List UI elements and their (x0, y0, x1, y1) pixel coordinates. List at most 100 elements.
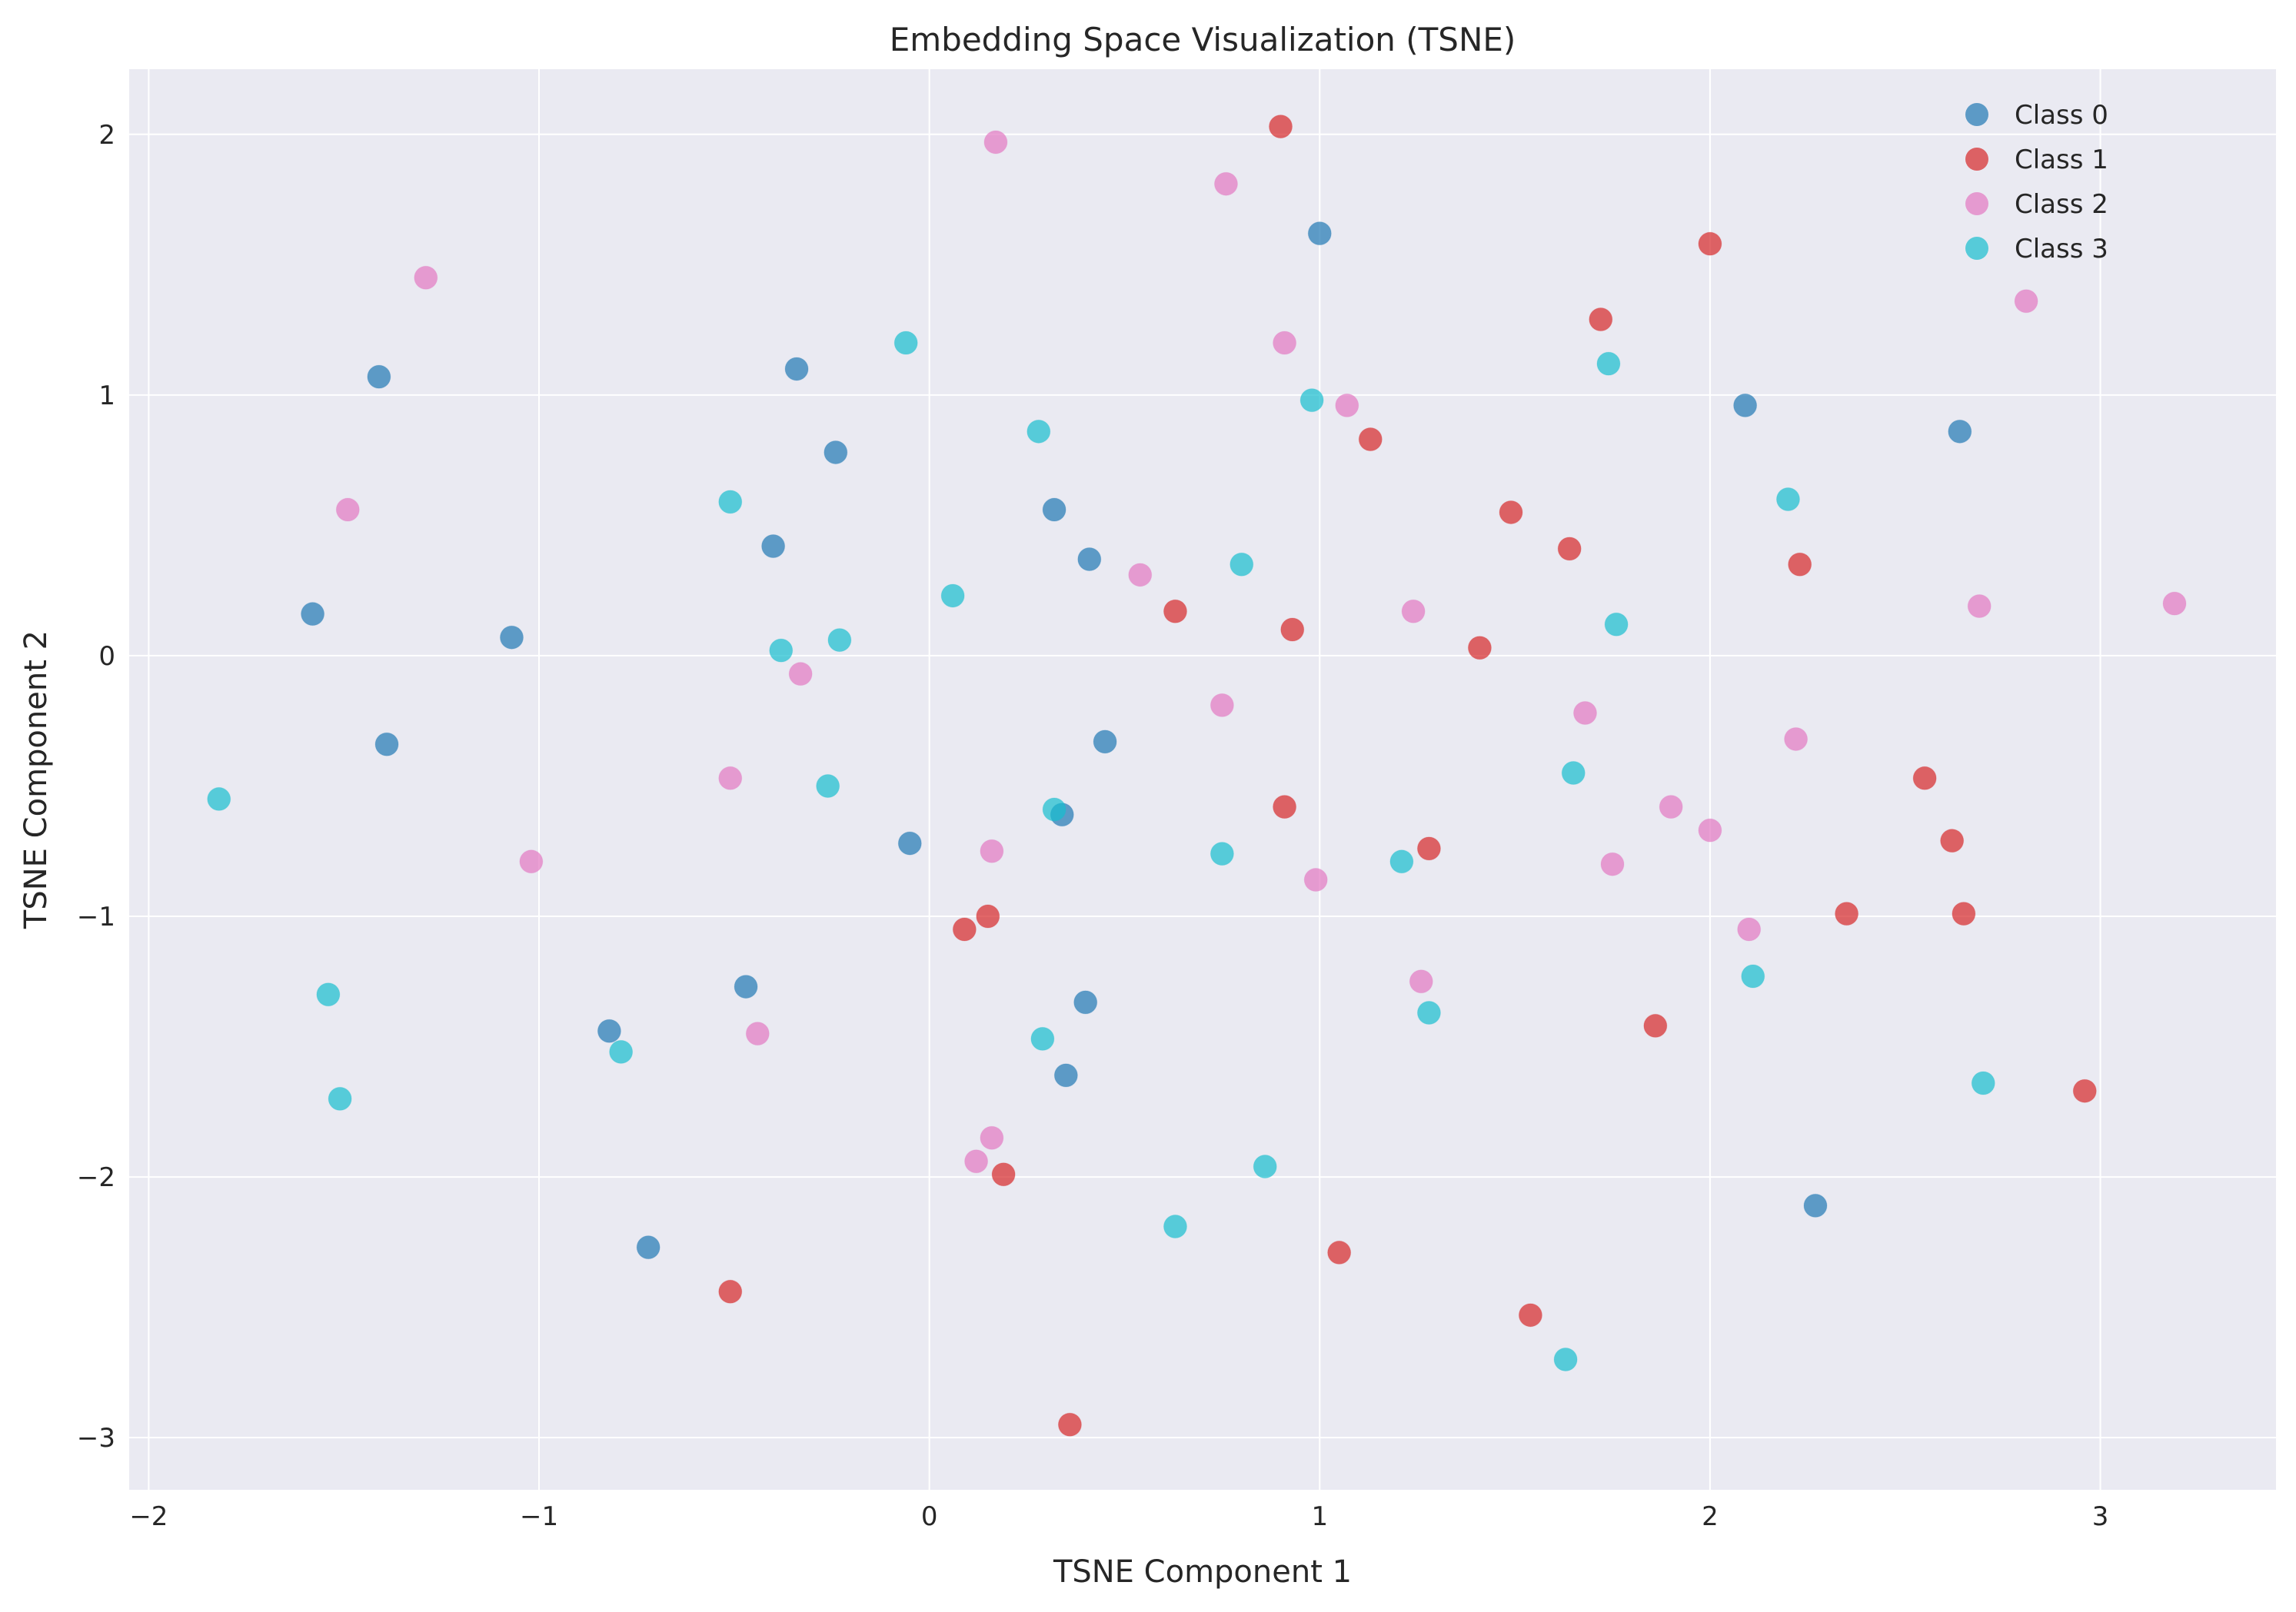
data-point-class-3 (1416, 1000, 1441, 1025)
data-point-class-0 (734, 975, 758, 999)
data-point-class-3 (940, 583, 965, 608)
x-tick-label: 1 (1311, 1501, 1328, 1532)
y-tick-label: −2 (77, 1162, 115, 1193)
data-point-class-0 (1042, 497, 1066, 522)
data-point-class-2 (1967, 594, 1992, 619)
data-point-class-1 (1912, 766, 1937, 790)
data-point-class-0 (597, 1019, 621, 1043)
data-point-class-1 (1518, 1303, 1542, 1328)
data-point-class-2 (1335, 393, 1359, 417)
data-point-class-2 (414, 265, 438, 290)
data-point-class-1 (952, 917, 977, 942)
data-point-class-2 (980, 839, 1004, 863)
data-point-class-3 (718, 490, 743, 514)
data-point-class-2 (980, 1125, 1004, 1150)
legend-label-class-2: Class 2 (2015, 189, 2108, 220)
data-point-class-1 (991, 1162, 1016, 1187)
data-point-class-1 (1358, 427, 1383, 451)
data-point-class-2 (983, 130, 1008, 155)
data-point-class-3 (1030, 1026, 1055, 1051)
data-point-class-3 (1561, 761, 1586, 786)
data-point-class-2 (1659, 795, 1683, 819)
data-point-class-2 (1698, 818, 1722, 843)
data-point-class-3 (1042, 797, 1066, 822)
data-point-class-0 (897, 831, 922, 856)
data-point-class-1 (1698, 231, 1722, 256)
data-point-class-2 (1401, 599, 1426, 623)
data-point-class-0 (1053, 1063, 1078, 1088)
legend-label-class-1: Class 1 (2015, 145, 2108, 175)
data-point-class-3 (893, 331, 918, 355)
data-point-class-3 (1253, 1155, 1277, 1179)
y-tick-label: −1 (77, 902, 115, 932)
data-point-class-1 (1557, 537, 1582, 561)
legend-marker-class-0 (1965, 103, 1988, 126)
data-point-class-2 (745, 1022, 770, 1046)
x-axis-label: TSNE Component 1 (1053, 1554, 1352, 1590)
data-point-class-2 (1600, 852, 1625, 876)
data-point-class-0 (1307, 221, 1332, 246)
legend-marker-class-2 (1965, 192, 1988, 215)
data-point-class-0 (1803, 1193, 1828, 1218)
data-point-class-0 (824, 440, 848, 464)
data-points (207, 115, 2187, 1437)
data-point-class-1 (1589, 307, 1613, 332)
legend-marker-class-3 (1965, 237, 1988, 260)
data-point-class-1 (1163, 599, 1187, 623)
data-point-class-2 (2014, 289, 2038, 314)
data-point-class-1 (1273, 795, 1297, 819)
x-tick-labels: −2 −1 0 1 2 3 (129, 1501, 2108, 1532)
data-point-class-1 (1057, 1412, 1082, 1437)
data-point-class-3 (769, 638, 794, 663)
data-point-class-2 (1737, 917, 1762, 942)
data-point-class-2 (1128, 563, 1153, 587)
data-point-class-3 (316, 982, 341, 1007)
data-point-class-3 (1775, 487, 1800, 511)
data-point-class-1 (1269, 115, 1293, 139)
data-point-class-3 (1596, 351, 1621, 376)
data-point-class-1 (1835, 902, 1859, 926)
data-point-class-3 (1299, 388, 1324, 413)
data-point-class-1 (718, 1279, 743, 1304)
data-point-class-0 (1733, 393, 1758, 417)
data-point-class-2 (519, 849, 544, 874)
data-point-class-2 (1273, 331, 1297, 355)
data-point-class-1 (976, 904, 1000, 929)
data-point-class-0 (1073, 990, 1098, 1015)
data-point-class-3 (1163, 1215, 1187, 1239)
data-point-class-3 (816, 773, 840, 798)
data-point-class-3 (1604, 612, 1629, 636)
data-point-class-1 (1280, 617, 1305, 642)
data-point-class-3 (1741, 964, 1765, 989)
data-point-class-3 (1027, 419, 1051, 444)
data-point-class-2 (335, 497, 360, 522)
x-tick-label: 0 (921, 1501, 938, 1532)
data-point-class-0 (636, 1235, 661, 1260)
data-point-class-3 (1389, 849, 1414, 874)
y-tick-label: −3 (77, 1423, 115, 1454)
data-point-class-2 (788, 662, 813, 686)
data-point-class-1 (1467, 636, 1492, 660)
data-point-class-2 (1409, 969, 1433, 994)
x-tick-label: 3 (2092, 1501, 2109, 1532)
data-point-class-1 (1940, 829, 1965, 853)
x-tick-label: −2 (129, 1501, 168, 1532)
data-point-class-3 (1553, 1347, 1578, 1371)
data-point-class-2 (1784, 726, 1809, 751)
data-point-class-3 (1230, 552, 1254, 577)
data-point-class-1 (1499, 500, 1523, 524)
y-tick-label: 2 (98, 120, 115, 151)
data-point-class-1 (1788, 552, 1812, 577)
data-point-class-2 (1303, 868, 1328, 892)
y-tick-labels: −3 −2 −1 0 1 2 (77, 120, 115, 1454)
data-point-class-1 (1643, 1013, 1668, 1038)
y-tick-label: 1 (98, 381, 115, 411)
data-point-class-0 (367, 364, 391, 389)
x-tick-label: 2 (1702, 1501, 1719, 1532)
data-point-class-2 (1572, 701, 1597, 726)
legend-marker-class-1 (1965, 148, 1988, 171)
legend-label-class-0: Class 0 (2015, 100, 2108, 131)
data-point-class-2 (1210, 693, 1234, 717)
data-point-class-3 (207, 786, 231, 811)
